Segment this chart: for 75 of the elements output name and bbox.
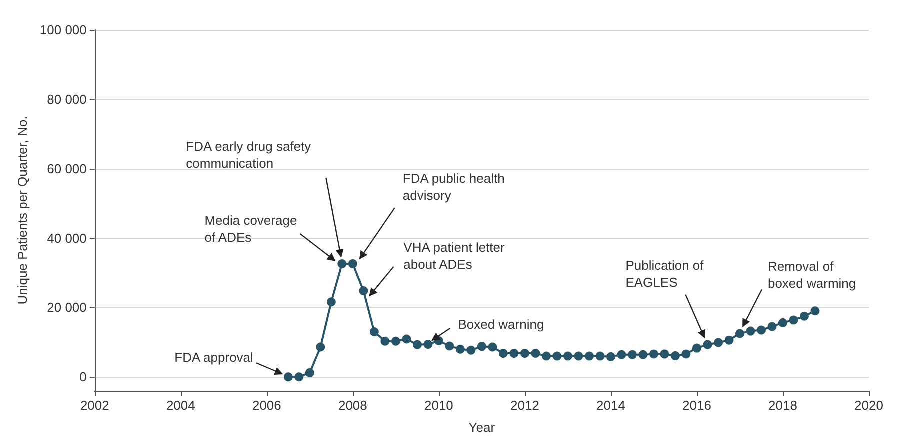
point: [789, 316, 798, 325]
point: [692, 344, 702, 353]
annotation: FDA early drug safety communication: [186, 138, 312, 172]
y-tick-label: 40 000: [47, 230, 87, 246]
x-tick-label: 2004: [166, 398, 196, 413]
point: [477, 342, 486, 352]
point: [800, 312, 809, 321]
x-tick-label: 2014: [596, 398, 626, 413]
annotation: VHA patient letter about ADEs: [404, 239, 505, 274]
point: [456, 344, 465, 354]
point: [391, 336, 400, 346]
point: [606, 352, 616, 362]
point: [660, 350, 670, 359]
point: [756, 326, 766, 335]
point: [574, 352, 584, 361]
x-tick-label: 2020: [854, 398, 884, 413]
x-tick-label: 2008: [338, 398, 368, 413]
y-tick-label: 60 000: [47, 161, 87, 176]
point: [488, 342, 498, 352]
y-tick-label: 100 000: [40, 22, 87, 38]
point: [682, 350, 691, 359]
point: [498, 349, 508, 358]
x-tick-label: 2002: [80, 398, 110, 413]
y-tick-label: 80 000: [47, 92, 87, 107]
point: [424, 340, 433, 349]
point: [359, 286, 368, 296]
point: [520, 349, 530, 358]
point: [402, 334, 412, 344]
point: [326, 298, 336, 307]
annotation: FDA approval: [174, 349, 254, 366]
point: [445, 342, 454, 351]
point: [510, 349, 519, 358]
point: [746, 326, 756, 336]
point: [294, 372, 304, 382]
point: [531, 349, 540, 358]
point: [284, 372, 293, 382]
point: [638, 350, 648, 360]
annotation: Media coverage of ADEs: [204, 212, 298, 246]
point: [563, 352, 572, 361]
point: [778, 318, 788, 328]
point: [810, 306, 820, 316]
point: [370, 327, 379, 336]
y-tick-label: 0: [80, 370, 87, 385]
y-axis-title: Unique Patients per Quarter, No.: [15, 116, 30, 305]
point: [584, 352, 594, 361]
x-tick-label: 2010: [424, 398, 454, 413]
point: [542, 352, 551, 361]
point: [735, 329, 744, 338]
x-tick-label: 2006: [252, 398, 282, 413]
point: [305, 368, 314, 378]
point: [552, 352, 562, 361]
point: [380, 336, 390, 346]
annotation: Publication of EAGLES: [626, 256, 704, 291]
point: [348, 259, 358, 268]
y-tick-label: 20 000: [47, 300, 87, 316]
point: [338, 259, 347, 268]
annotation: Removal of boxed warming: [768, 258, 856, 292]
point: [768, 322, 777, 332]
point: [649, 350, 658, 359]
annotation: Boxed warning: [458, 316, 544, 334]
point: [628, 350, 637, 360]
point: [617, 350, 626, 360]
point: [412, 340, 422, 350]
point: [714, 338, 723, 348]
point: [670, 351, 680, 360]
x-tick-label: 2018: [768, 398, 798, 413]
x-tick-label: 2012: [510, 398, 540, 413]
annotation: FDA public health advisory: [402, 170, 505, 204]
point: [466, 346, 476, 355]
x-tick-label: 2016: [682, 398, 712, 413]
point: [703, 340, 712, 350]
point: [596, 352, 605, 361]
point: [724, 336, 734, 345]
x-axis-title: Year: [468, 420, 496, 435]
point: [316, 342, 326, 352]
